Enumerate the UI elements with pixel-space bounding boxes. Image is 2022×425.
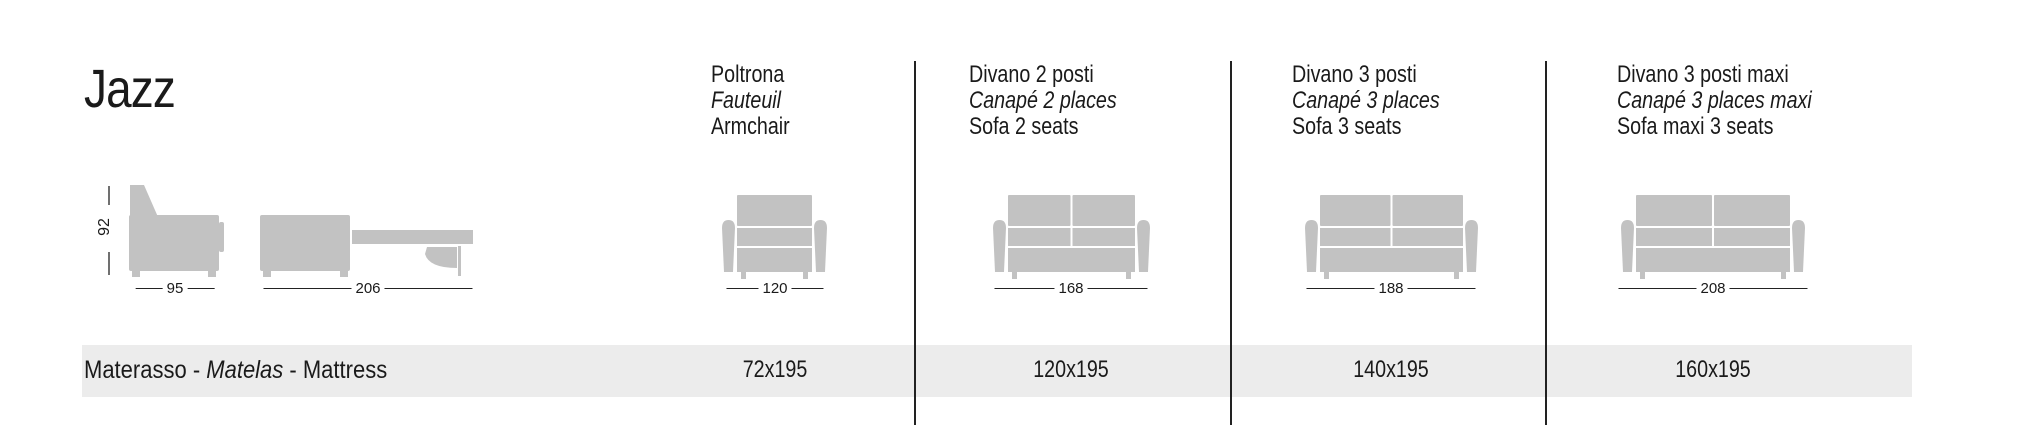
back-cushion [1392, 195, 1463, 226]
column-header: Divano 3 posti maxi Canapé 3 places maxi… [1617, 62, 1812, 140]
sofa-maxi-3-seats-icon [1621, 195, 1805, 279]
seat-cushion [1392, 228, 1463, 246]
depth-value: 95 [166, 280, 184, 297]
mattress-label: Materasso - Matelas - Mattress [84, 356, 387, 385]
product-title: Jazz [84, 59, 176, 119]
name-fr: Canapé 3 places [1292, 87, 1440, 114]
seat-cushion [737, 228, 812, 246]
seat-cushion [1072, 228, 1135, 246]
name-en: Armchair [711, 113, 790, 140]
width-dimension: 120 [726, 280, 824, 297]
name-fr: Fauteuil [711, 87, 782, 114]
base [1636, 248, 1790, 272]
base [1008, 248, 1135, 272]
name-it: Divano 2 posti [969, 61, 1094, 88]
column-header: Divano 2 posti Canapé 2 places Sofa 2 se… [969, 62, 1117, 140]
mattress-label-fr: Matelas [206, 356, 284, 384]
name-it: Divano 3 posti [1292, 61, 1417, 88]
mattress-size: 120x195 [1033, 356, 1109, 383]
width-value: 188 [1378, 280, 1404, 297]
right-arm [1137, 220, 1150, 272]
open-depth-dimension: 206 [263, 280, 473, 297]
mattress-size: 72x195 [742, 356, 808, 383]
mattress-label-it: Materasso [84, 356, 187, 384]
seat-cushion [1636, 228, 1712, 246]
left-arm [1305, 220, 1318, 272]
seat-cushion [1714, 228, 1790, 246]
column-divider [1545, 61, 1547, 425]
width-value: 168 [1058, 280, 1084, 297]
width-dimension: 208 [1618, 280, 1808, 297]
open-bed-mattress [352, 230, 473, 244]
back-cushion [1072, 195, 1135, 226]
open-depth-value: 206 [355, 280, 381, 297]
open-bed-frame [260, 215, 350, 271]
back-cushion [737, 195, 812, 226]
back-cushion [1320, 195, 1391, 226]
column-header: Divano 3 posti Canapé 3 places Sofa 3 se… [1292, 62, 1440, 140]
sofa-3-seats-icon [1305, 195, 1478, 279]
name-fr: Canapé 3 places maxi [1617, 87, 1812, 114]
left-arm [722, 220, 735, 272]
mattress-label-en: Mattress [302, 356, 388, 384]
back-cushion [1636, 195, 1712, 226]
mattress-size: 140x195 [1353, 356, 1429, 383]
width-dimension: 168 [994, 280, 1148, 297]
back-cushion [1008, 195, 1071, 226]
mattress-row-band [82, 345, 1912, 397]
side-view-drawing [108, 185, 473, 277]
name-it: Divano 3 posti maxi [1617, 61, 1789, 88]
depth-dimension: 95 [135, 280, 215, 297]
sofa-2-seats-icon [993, 195, 1150, 279]
width-value: 208 [1700, 280, 1726, 297]
base [737, 248, 812, 272]
side-backrest [130, 185, 158, 221]
height-dimension: 92 [95, 218, 113, 236]
mattress-size: 160x195 [1675, 356, 1751, 383]
base [1320, 248, 1463, 272]
name-it: Poltrona [711, 61, 785, 88]
width-value: 120 [762, 280, 788, 297]
column-divider [1230, 61, 1232, 425]
separator: - [283, 356, 303, 384]
name-fr: Canapé 2 places [969, 87, 1117, 114]
name-en: Sofa 2 seats [969, 113, 1079, 140]
right-arm [1465, 220, 1478, 272]
column-header: Poltrona Fauteuil Armchair [711, 62, 790, 140]
width-dimension: 188 [1306, 280, 1476, 297]
armchair-icon [722, 195, 827, 279]
back-cushion [1714, 195, 1790, 226]
left-arm [1621, 220, 1634, 272]
separator: - [186, 356, 207, 384]
seat-cushion [1320, 228, 1391, 246]
name-en: Sofa 3 seats [1292, 113, 1402, 140]
left-arm [993, 220, 1006, 272]
seat-cushion [1008, 228, 1071, 246]
column-divider [914, 61, 916, 425]
side-seat [129, 215, 219, 271]
right-arm [1792, 220, 1805, 272]
right-arm [814, 220, 827, 272]
name-en: Sofa maxi 3 seats [1617, 113, 1774, 140]
